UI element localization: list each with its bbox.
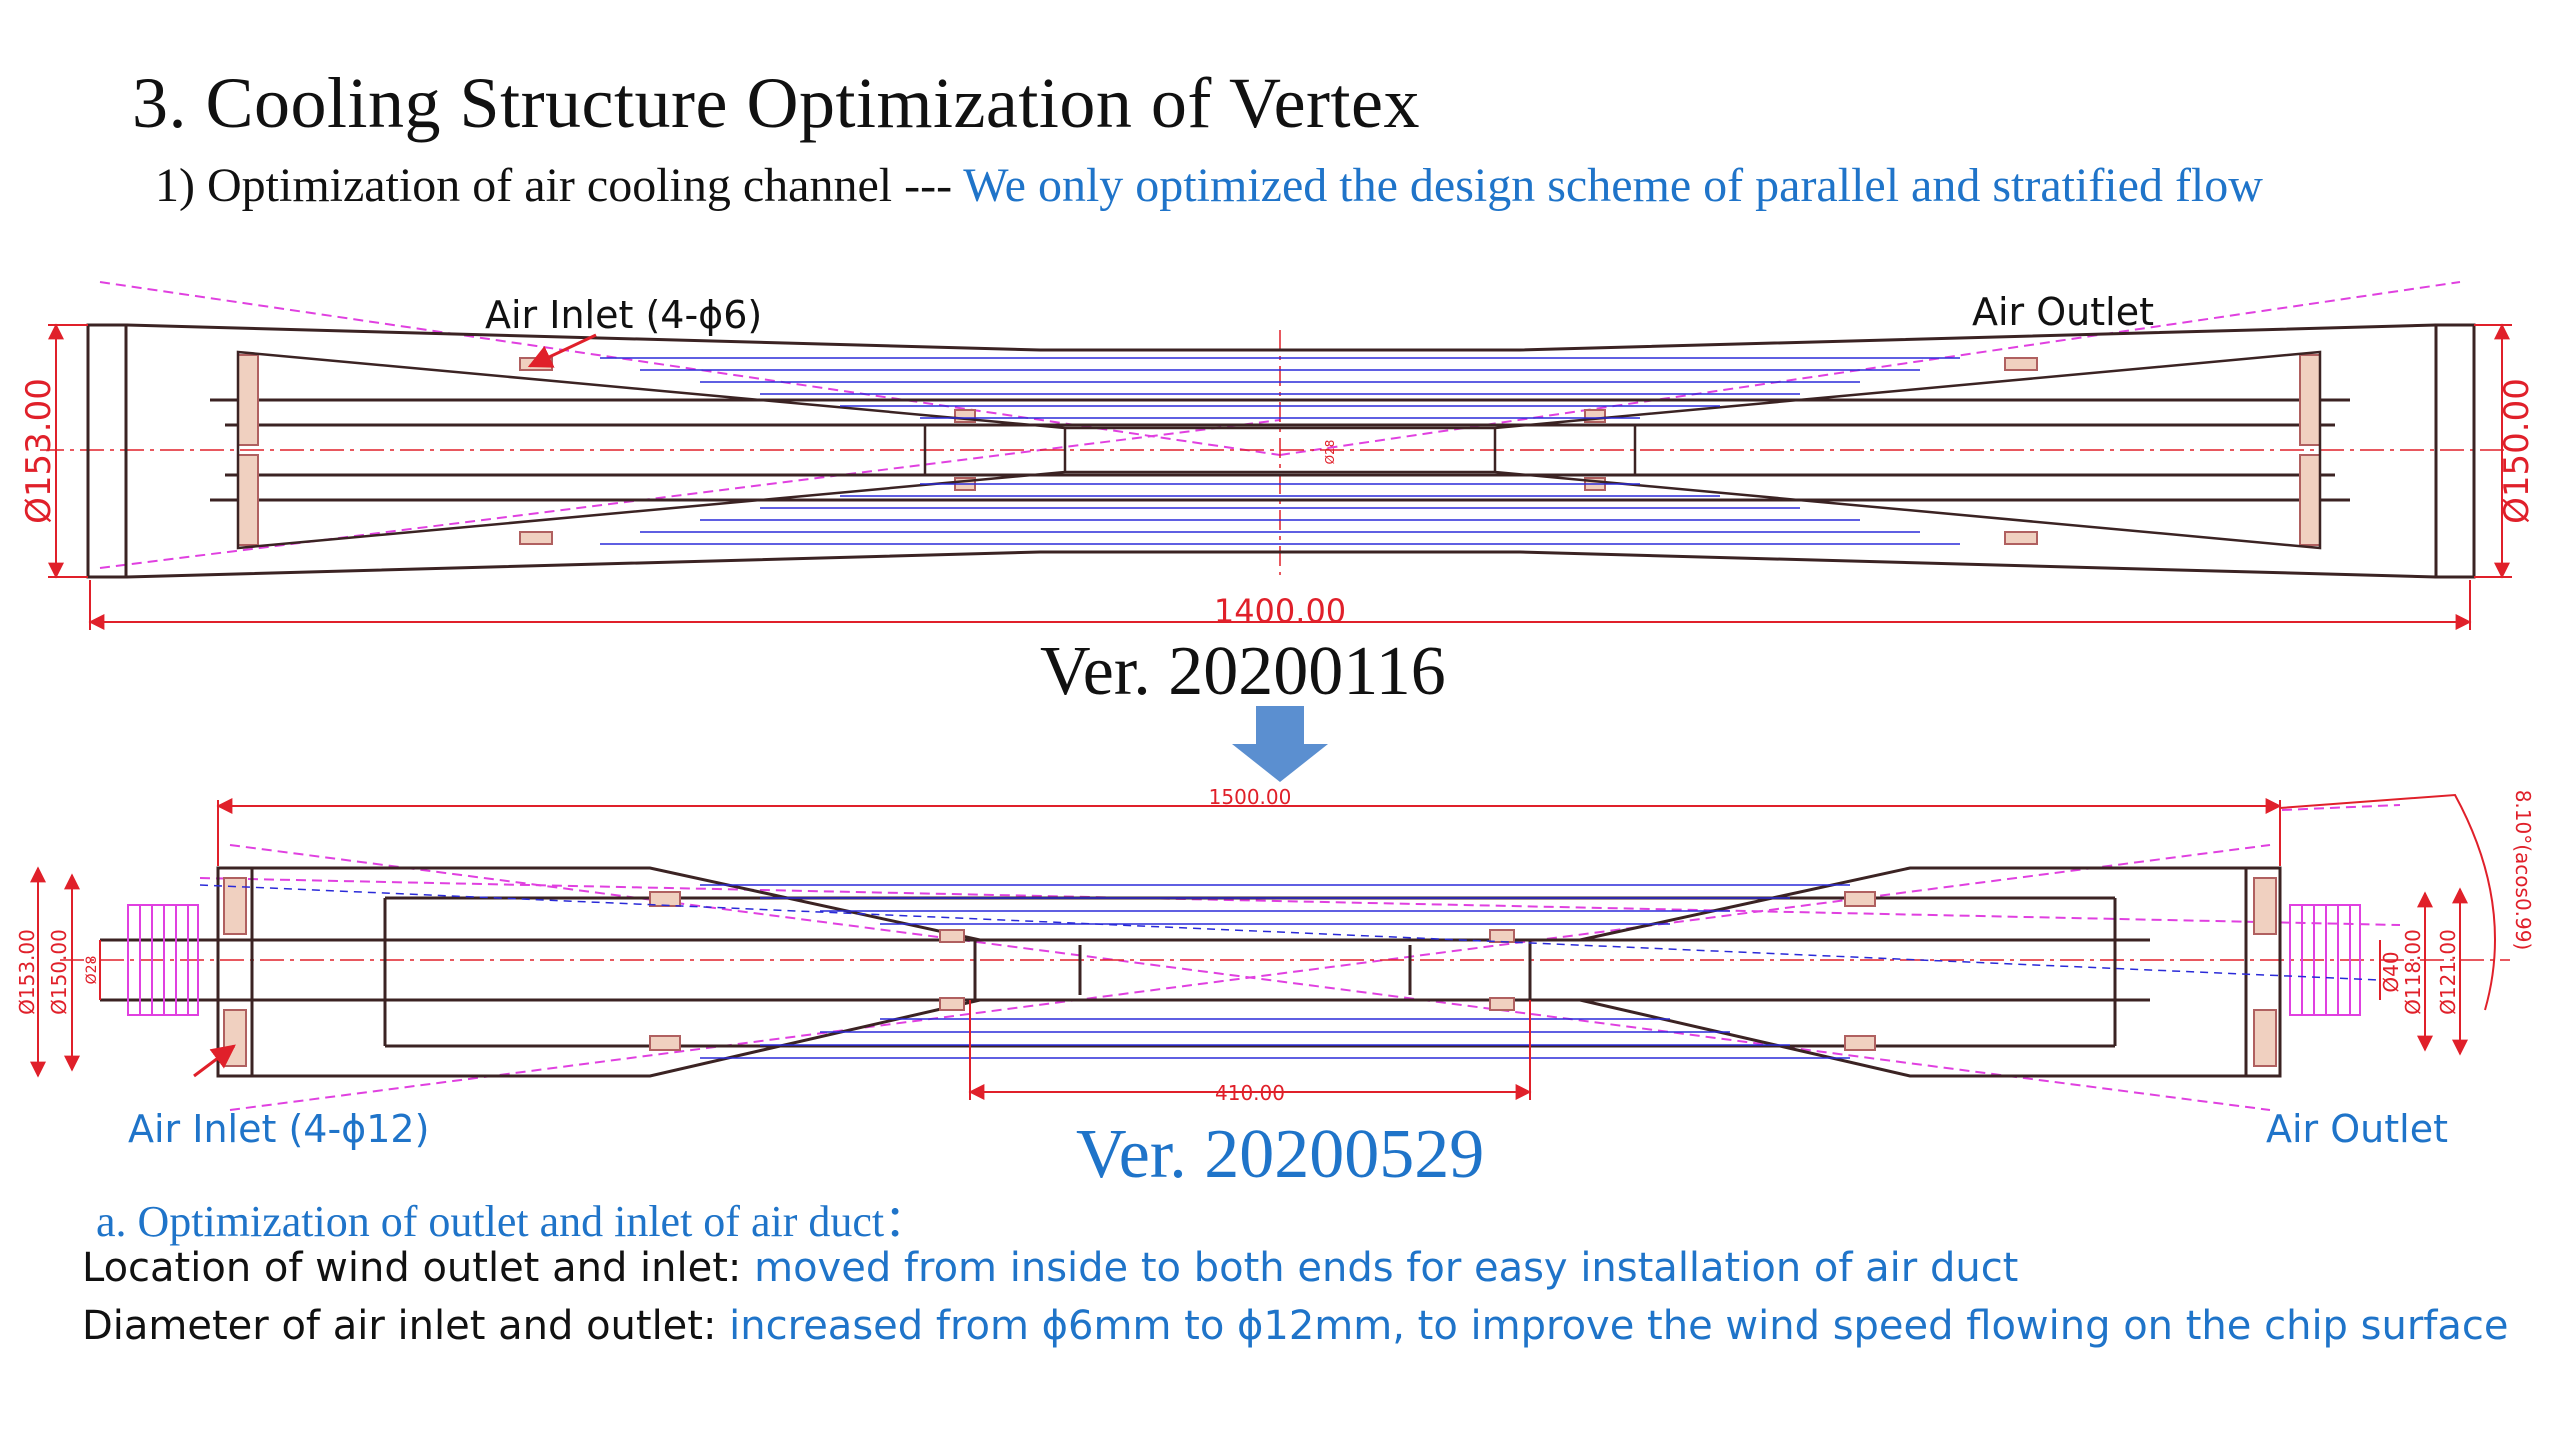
subtitle-blue: We only optimized the design scheme of p… [963, 159, 2263, 212]
version-top: Ver. 20200116 [1040, 633, 1446, 710]
version-bottom: Ver. 20200529 [1076, 1116, 1485, 1193]
top-dimensions [48, 323, 2512, 630]
bottom-dim-right-1: Ø40 [2379, 951, 2403, 992]
slide-title: 3. Cooling Structure Optimization of Ver… [132, 63, 1420, 143]
bottom-dimensions [30, 793, 2496, 1100]
bottom-dim-angle: 8.10°(acos0.99) [2511, 790, 2535, 951]
bottom-cable-lines [700, 884, 1850, 1059]
top-outlet-label: Air Outlet [1972, 290, 2154, 334]
bottom-dim-left-1: Ø153.00 [15, 929, 39, 1015]
top-inlet-label: Air Inlet (4-ϕ6) [485, 293, 762, 337]
slide-subtitle: 1) Optimization of air cooling channel -… [155, 158, 2263, 213]
top-hatched-parts [237, 354, 2321, 546]
bottom-outlet-label: Air Outlet [2266, 1107, 2448, 1151]
bottom-inlet-arrow [193, 1044, 236, 1078]
bottom-dim-right-2: Ø118.00 [2401, 929, 2425, 1015]
note-line-location: Location of wind outlet and inlet: moved… [82, 1245, 2018, 1291]
bottom-dim-length: 1500.00 [1209, 785, 1292, 809]
bottom-bellows [127, 904, 2361, 1016]
top-drawing: Ø153.00 Ø150.00 1400.00 Ø28 Air Inlet (4… [19, 281, 2537, 630]
bottom-dim-right-3: Ø121.00 [2436, 929, 2460, 1015]
notes-heading: a. Optimization of outlet and inlet of a… [96, 1197, 929, 1246]
subtitle-black: 1) Optimization of air cooling channel -… [155, 159, 964, 212]
bottom-hatched-parts [223, 877, 2277, 1067]
bottom-dim-left-2: Ø150.00 [47, 929, 71, 1015]
bottom-inlet-label: Air Inlet (4-ϕ12) [128, 1107, 429, 1151]
bottom-dim-mid: 410.00 [1215, 1081, 1285, 1105]
top-dim-right: Ø150.00 [2497, 378, 2537, 524]
down-arrow-icon [1232, 706, 1328, 782]
top-dim-center: Ø28 [1323, 440, 1337, 465]
note-line-diameter: Diameter of air inlet and outlet: increa… [82, 1303, 2509, 1349]
top-inlet-arrow [527, 333, 597, 368]
bottom-dim-left-3: Ø28 [84, 956, 100, 985]
top-dim-length: 1400.00 [1214, 592, 1346, 630]
top-body-outline [86, 323, 2476, 579]
note-line-diameter-label: Diameter of air inlet and outlet: [82, 1303, 730, 1349]
top-dim-left: Ø153.00 [19, 378, 59, 524]
top-cable-lines [600, 357, 1960, 545]
top-inner-cone [236, 350, 2322, 550]
note-line-location-label: Location of wind outlet and inlet: [82, 1245, 755, 1291]
note-line-location-text: moved from inside to both ends for easy … [754, 1245, 2019, 1291]
bottom-construction-lines [199, 804, 2401, 1111]
note-line-diameter-text: increased from ϕ6mm to ϕ12mm, to improve… [729, 1303, 2509, 1349]
bottom-drawing: 1500.00 410.00 Ø153.00 Ø150.00 Ø28 Ø40 Ø… [15, 785, 2535, 1151]
